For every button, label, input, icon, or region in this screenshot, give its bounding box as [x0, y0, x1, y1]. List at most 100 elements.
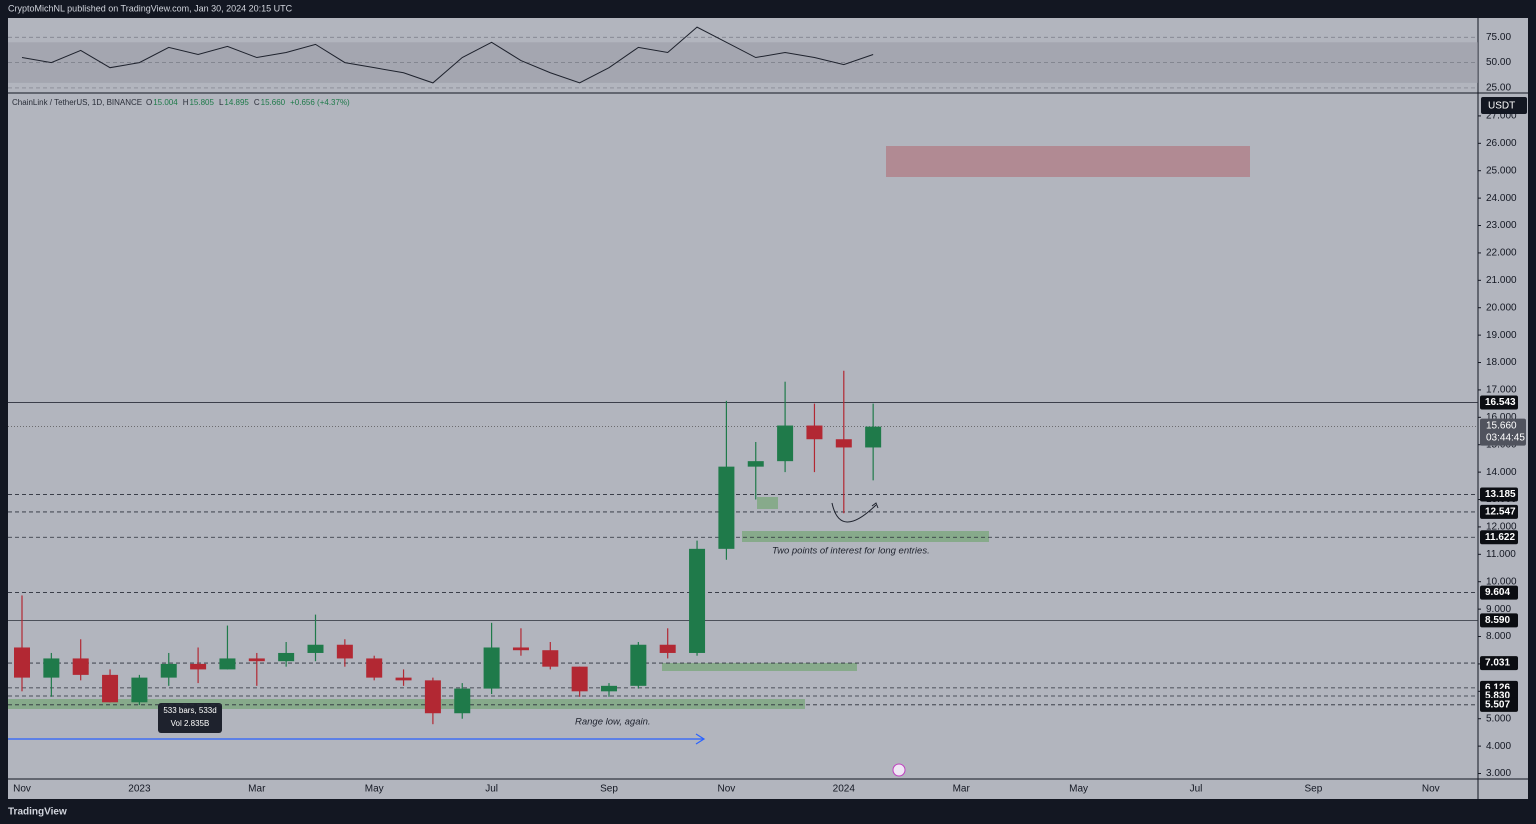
support-zone — [662, 663, 857, 671]
level-label: 16.543 — [1485, 397, 1516, 408]
measure-box — [158, 703, 222, 733]
x-tick-label: Nov — [13, 784, 31, 795]
measure-bars: 533 bars, 533d — [163, 706, 216, 715]
candle-body — [747, 461, 764, 467]
x-tick-label: Jul — [1190, 784, 1203, 795]
ohlc-value: 14.895 — [224, 98, 249, 107]
level-badge — [1480, 504, 1518, 519]
publisher: CryptoMichNL published on TradingView.co… — [8, 3, 293, 13]
level-label: 7.031 — [1485, 658, 1510, 669]
candle-body — [718, 466, 735, 549]
candle-body — [43, 658, 60, 678]
ohlc-key: H — [183, 98, 189, 107]
x-tick-label: Sep — [600, 784, 618, 795]
level-badge — [1480, 585, 1518, 600]
y-tick-label: 22.000 — [1486, 248, 1517, 259]
x-tick-label: May — [365, 784, 384, 795]
candle-body — [190, 663, 207, 670]
candle-body — [835, 439, 852, 448]
x-tick-label: Mar — [248, 784, 266, 795]
y-tick-label: 50.00 — [1486, 57, 1511, 68]
rsi-line — [21, 26, 874, 84]
candle-body — [248, 658, 265, 662]
x-tick-label: Jul — [485, 784, 498, 795]
arrow-head — [695, 733, 706, 745]
x-tick-label: Nov — [718, 784, 736, 795]
candle-body — [689, 548, 706, 653]
candle-body — [395, 677, 412, 681]
range-low-zone — [8, 699, 805, 709]
candle-body — [72, 658, 89, 675]
candle-body — [601, 685, 617, 692]
candle-body — [14, 647, 30, 678]
annotation: Range low, again. — [575, 717, 651, 728]
y-tick-label: 4.000 — [1486, 741, 1511, 752]
currency[interactable]: USDT — [1488, 101, 1515, 112]
level-label: 12.547 — [1485, 507, 1516, 518]
candle-body — [806, 425, 823, 440]
level-badge — [1480, 613, 1518, 628]
candle-body — [483, 647, 500, 689]
y-tick-label: 14.000 — [1486, 467, 1517, 478]
y-tick-label: 27.000 — [1486, 111, 1517, 122]
y-tick-label: 21.000 — [1486, 275, 1517, 286]
x-tick-label: Nov — [1422, 784, 1440, 795]
ohlc-key: C — [254, 98, 260, 107]
y-tick-label: 23.000 — [1486, 220, 1517, 231]
level-badge — [1480, 697, 1518, 712]
candle-body — [131, 677, 148, 703]
y-tick-label: 19.000 — [1486, 330, 1517, 341]
x-tick-label: Sep — [1305, 784, 1323, 795]
y-tick-label: 11.000 — [1486, 549, 1516, 560]
candle-body — [512, 647, 529, 651]
candle-body — [659, 644, 676, 653]
arrow-head — [871, 502, 879, 509]
level-label: 6.126 — [1485, 683, 1510, 694]
x-tick-label: Mar — [953, 784, 971, 795]
ohlc-value: 15.660 — [261, 98, 286, 107]
last-price-label: 15.660 — [1486, 420, 1517, 431]
level-label: 5.830 — [1485, 691, 1510, 702]
chart-area — [8, 18, 1528, 799]
candle-body — [336, 644, 353, 659]
candle-body — [366, 658, 383, 678]
ohlc-key: O — [146, 98, 152, 107]
x-tick-label: May — [1069, 784, 1088, 795]
y-tick-label: 26.000 — [1486, 138, 1517, 149]
brand: TradingView — [8, 807, 67, 818]
level-label: 5.507 — [1485, 699, 1510, 710]
level-label: 13.185 — [1485, 489, 1516, 500]
annotation: Two points of interest for long entries. — [772, 546, 930, 557]
y-tick-label: 24.000 — [1486, 193, 1517, 204]
candle-body — [307, 644, 324, 653]
change: +0.656 (+4.37%) — [290, 98, 350, 107]
ohlc: O 15.004 H 15.805 L 14.895 C 15.660 +0.656 (+4.3… — [146, 98, 350, 107]
currency-badge[interactable] — [1481, 97, 1527, 114]
level-badge — [1480, 530, 1518, 545]
target-zone — [886, 146, 1250, 177]
candle-body — [865, 426, 882, 448]
ohlc-value: 15.004 — [153, 98, 178, 107]
y-tick-label: 25.00 — [1486, 83, 1511, 94]
ohlc-key: L — [219, 98, 224, 107]
level-badge — [1480, 656, 1518, 671]
level-badge — [1480, 395, 1518, 410]
event-icon[interactable] — [892, 763, 906, 777]
y-tick-label: 20.000 — [1486, 302, 1517, 313]
candle-body — [424, 680, 441, 714]
y-tick-label: 18.000 — [1486, 357, 1517, 368]
x-tick-label: 2023 — [128, 784, 151, 795]
candle-body — [278, 652, 295, 662]
entry-zone — [742, 531, 989, 542]
candle-body — [571, 666, 588, 692]
y-tick-label: 25.000 — [1486, 165, 1517, 176]
y-tick-label: 16.000 — [1486, 412, 1517, 423]
measure-volume: Vol 2.835B — [171, 719, 210, 728]
entry-zone — [757, 497, 778, 509]
symbol: ChainLink / TetherUS, 1D, BINANCE — [12, 98, 142, 107]
curve-arrow — [831, 502, 877, 523]
level-label: 8.590 — [1485, 615, 1510, 626]
level-label: 9.604 — [1485, 587, 1510, 598]
y-tick-label: 9.000 — [1486, 604, 1511, 615]
